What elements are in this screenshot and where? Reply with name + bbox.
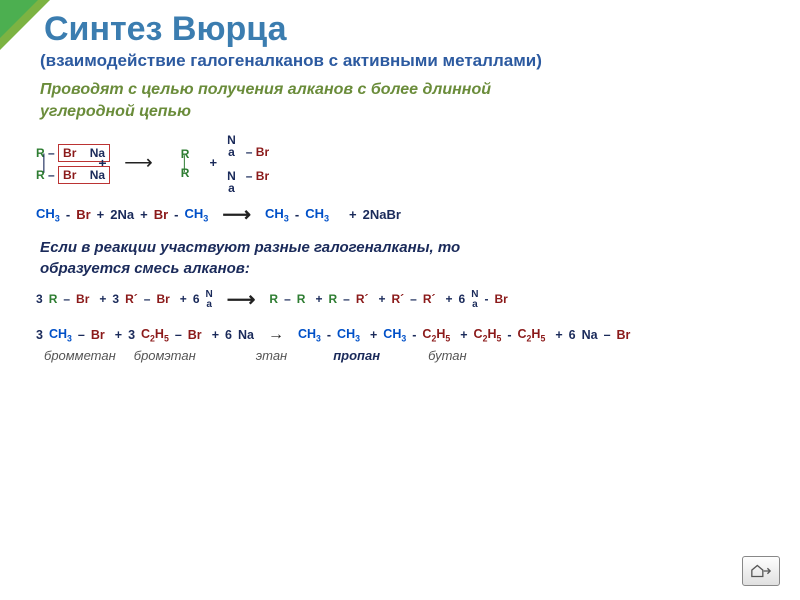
intro-text: Проводят с целью получения алканов с бол… [40, 79, 772, 124]
slide-content: Синтез Вюрца (взаимодействие галогеналка… [0, 0, 800, 363]
label-bromoethane: бромэтан [134, 348, 196, 363]
slide-subtitle: (взаимодействие галогеналканов с активны… [40, 51, 772, 71]
mixed-scheme: 3 R – Br + 3 R´ – Br + 6 Na ⟶ R – R + R … [36, 289, 772, 312]
intro-line-2: углеродной цепью [40, 103, 191, 120]
compound-labels: бромметан бромэтан этан пропан бутан [44, 348, 772, 363]
slide-title: Синтез Вюрца [44, 10, 772, 49]
mixed-equation: 3 CH3 – Br + 3 C2H5 – Br + 6 Na → CH3 - … [36, 326, 772, 344]
label-propane: пропан [333, 348, 380, 363]
scheme-R2: R [36, 168, 45, 182]
prod-Br2: Br [256, 169, 269, 183]
arrow-icon: → [268, 326, 284, 344]
mixed-note: Если в реакции участвуют разные галогена… [40, 237, 772, 279]
prod-R2: R [181, 167, 190, 179]
arrow-icon: ⟶ [222, 204, 251, 227]
eq-NaBr: 2NaBr [363, 208, 401, 223]
intro-line-1: Проводят с целью получения алканов с бол… [40, 81, 491, 98]
scheme-Br2: Br [63, 168, 76, 182]
eq-Br-l: Br [76, 208, 90, 223]
arrow-icon: ⟶ [227, 289, 256, 312]
arrow-icon: ⟶ [124, 152, 153, 175]
equation-same: CH3 - Br + 2Na + Br - CH3 ⟶ CH3 - CH3 + … [36, 204, 772, 227]
label-butane: бутан [428, 348, 467, 363]
house-arrow-icon [750, 563, 772, 579]
eq-Br-r: Br [154, 208, 168, 223]
scheme-Na2: Na [90, 168, 105, 182]
mid-line-2: образуется смесь алканов: [40, 260, 250, 277]
label-brommethane: бромметан [44, 348, 116, 363]
mid-line-1: Если в реакции участвуют разные галогена… [40, 239, 460, 256]
label-ethane: этан [256, 348, 287, 363]
corner-accent [0, 0, 50, 50]
next-slide-button[interactable] [742, 556, 780, 586]
general-scheme: R – Br Na │ + R – Br Na ⟶ R │ R + Na [36, 134, 772, 194]
